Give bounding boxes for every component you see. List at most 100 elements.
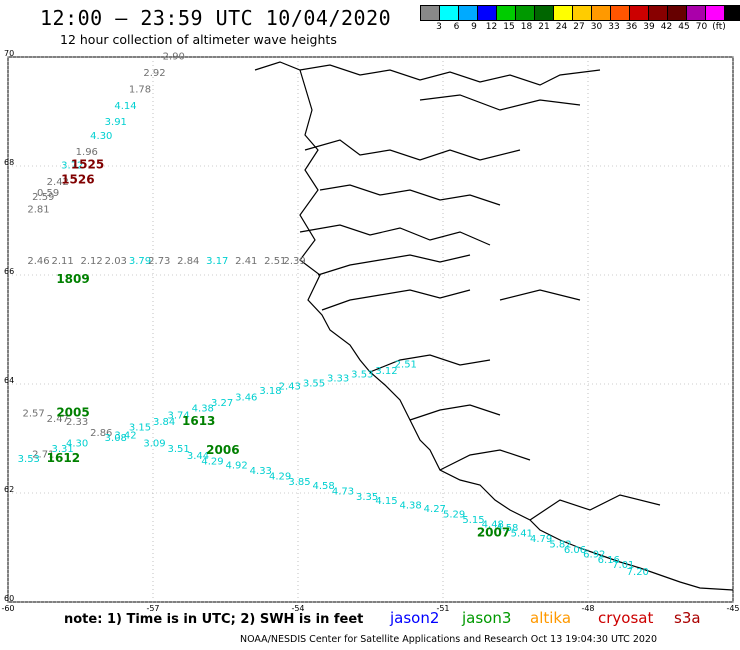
lat-tick-label: 66 [4,267,14,276]
wave-height-value: 4.58 [496,523,518,534]
wave-height-value: 4.38 [400,500,422,511]
wave-height-value: 3.84 [153,417,175,428]
wave-height-value: 2.92 [143,68,165,79]
wave-height-value: 2.39 [284,256,306,267]
wave-height-value: 4.33 [250,466,272,477]
wave-height-value: 2.03 [105,256,127,267]
wave-height-value: 3.17 [206,256,228,267]
colorbar-label: 70 [695,22,708,32]
wave-height-value: 4.92 [226,460,248,471]
coastline-inland-2 [499,289,581,301]
wave-height-value: 5.29 [443,510,465,521]
colorbar-label: 18 [520,22,533,32]
coastline-fjord-6 [369,354,491,373]
wave-height-value: 4.29 [269,471,291,482]
wave-height-value: 2.51 [395,360,417,371]
wave-height-value: 4.48 [482,519,504,530]
coastline-fjord-7 [409,404,501,421]
coastline-inland-3 [529,494,661,521]
wave-height-value: 4.79 [530,534,552,545]
wave-height-value: 5.82 [549,540,571,551]
coastline-fjord-4 [317,254,471,276]
coastline-fjord-8 [439,449,531,471]
wave-height-value: 2.46 [27,256,49,267]
track-time-label: 1525 [71,158,104,172]
coastline-fjord-5 [321,289,471,311]
colorbar-cell [724,5,740,21]
wave-height-value: 4.29 [201,457,223,468]
wave-height-value: 3.53 [351,369,373,380]
track-time-label: 1612 [47,451,80,465]
wave-height-value: 2.86 [90,428,112,439]
wave-height-value: 3.33 [327,373,349,384]
map-title: 12:00 – 23:59 UTC 10/04/2020 [40,6,392,30]
wave-height-value: 2.33 [66,417,88,428]
colorbar-label: 24 [555,22,568,32]
colorbar-label: 3 [436,22,442,32]
wave-height-value: 3.08 [105,433,127,444]
wave-height-value: 3.51 [168,444,190,455]
wave-height-value: 1.96 [76,147,98,158]
legend-jason2: jason2 [390,609,440,627]
coastline-fjord-2 [319,184,501,206]
lat-tick-label: 68 [4,158,14,167]
lat-tick-label: 64 [4,376,14,385]
wave-height-value: 3.42 [114,431,136,442]
coastline-main [299,69,734,591]
wave-height-value: 4.58 [313,481,335,492]
colorbar-label: 21 [538,22,550,32]
wave-height-value: 2.90 [163,52,185,63]
colorbar-label: 36 [625,22,638,32]
coastline-north [254,61,601,86]
wave-height-value: 3.12 [375,366,397,377]
wave-height-value: 4.27 [424,504,446,515]
wave-height-value: 3.35 [356,492,378,503]
lat-tick-label: 70 [4,49,14,58]
wave-height-value: 7.01 [612,560,634,571]
wave-height-value: 4.30 [90,131,112,142]
wave-height-value: 5.41 [511,529,533,540]
wave-height-value: 6.16 [598,555,620,566]
wave-height-value: 2.59 [32,192,54,203]
colorbar-label: 39 [643,22,655,32]
wave-height-value: 2.43 [279,381,301,392]
wave-height-value: 3.44 [187,451,209,462]
wave-height-value: 2.81 [27,204,49,215]
track-time-label: 2007 [477,526,510,540]
colorbar-label: 9 [471,22,477,32]
wave-height-value: 7.20 [627,567,649,578]
wave-height-colorbar [420,5,740,21]
legend-altika: altika [530,609,572,627]
wave-height-value: 3.85 [288,477,310,488]
wave-height-value: 4.38 [192,403,214,414]
wave-height-value: 3.79 [129,256,151,267]
lat-tick-label: 60 [4,594,14,603]
track-time-label: 1526 [61,172,94,186]
wave-height-value: 6.92 [583,549,605,560]
map-gridlines [7,56,734,603]
wave-height-value: 2.84 [177,256,199,267]
lon-tick-label: -45 [726,604,739,613]
lat-tick-label: 62 [4,485,14,494]
wave-height-value: 4.15 [375,496,397,507]
wave-height-value: 3.72 [61,161,83,172]
footer-note: note: 1) Time is in UTC; 2) SWH is in fe… [64,612,364,627]
wave-height-value: 6.06 [564,545,586,556]
wave-height-value: 3.91 [105,117,127,128]
colorbar-label: 27 [573,22,585,32]
wave-height-value: 1.78 [129,84,151,95]
wave-height-value: 2.41 [235,256,257,267]
footer-credit: NOAA/NESDIS Center for Satellite Applica… [240,634,657,645]
colorbar-label: 42 [660,22,673,32]
coastline-fjord-1 [304,139,521,161]
lon-tick-label: -60 [1,604,14,613]
wave-height-value: 3.15 [129,422,151,433]
wave-height-value: 5.15 [462,515,484,526]
wave-height-value: 2.57 [23,409,45,420]
wave-height-value: 3.53 [18,454,40,465]
wave-height-value: 3.31 [52,444,74,455]
wave-height-value: 3.09 [143,439,165,450]
wave-height-value: 2.51 [264,256,286,267]
